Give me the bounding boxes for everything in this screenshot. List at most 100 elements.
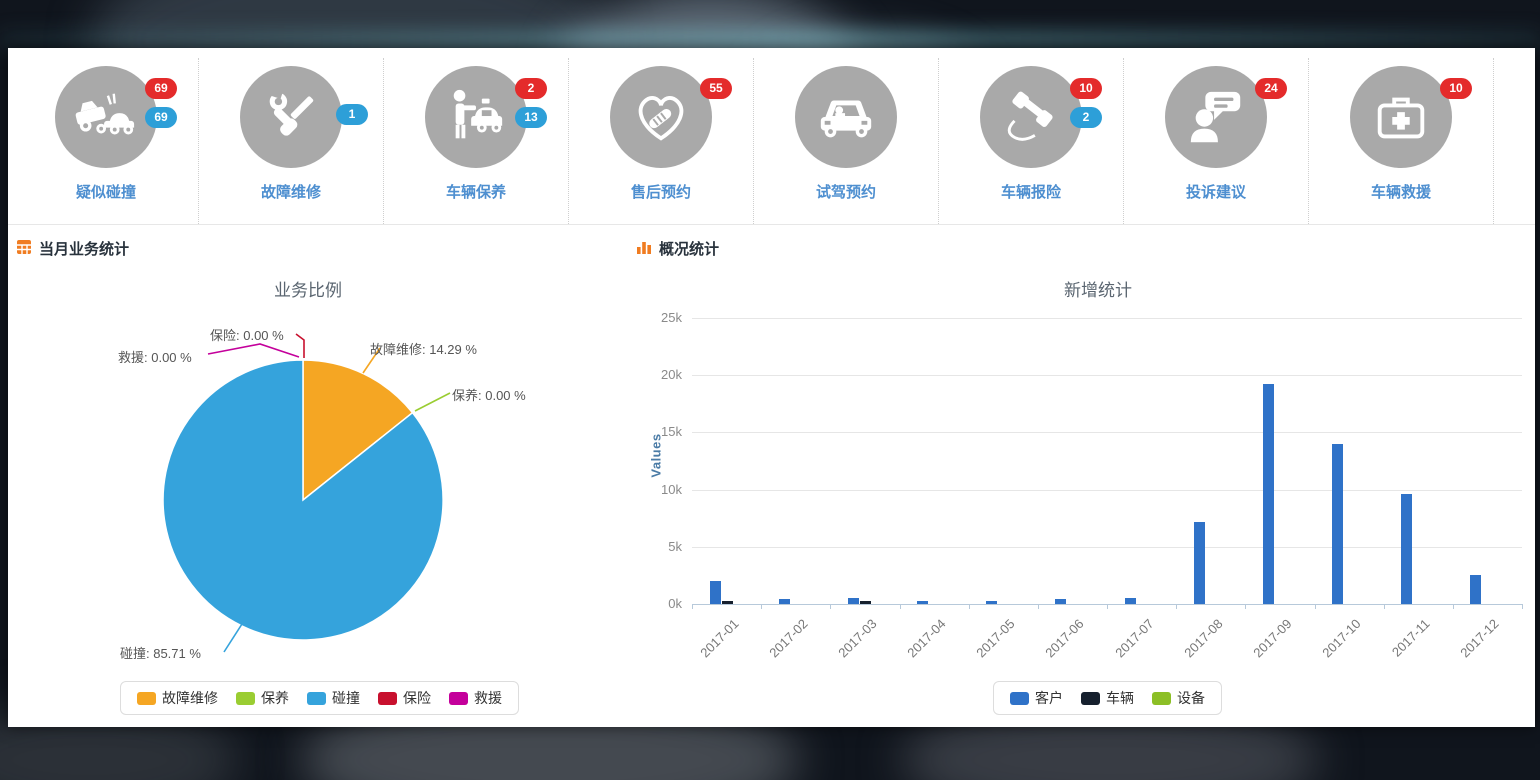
pie-slice bbox=[162, 359, 444, 641]
bar-chart-title: 新增统计 bbox=[1064, 281, 1132, 300]
pie-chart: 故障维修: 14.29 % 保养: 0.00 % 碰撞: 85.71 % 保险: 0.… bbox=[8, 226, 618, 727]
bar-客户 bbox=[847, 598, 859, 604]
x-axis-label: 2017-02 bbox=[766, 616, 811, 661]
icon-badge-wrap: 10 bbox=[1350, 66, 1472, 168]
bar-chart-icon bbox=[636, 239, 652, 259]
pie-slice-label: 碰撞: 85.71 % bbox=[120, 646, 201, 661]
quick-action-item[interactable]: 2 13 车辆保养 bbox=[384, 58, 569, 224]
bar-客户 bbox=[1470, 575, 1482, 604]
x-tick-mark bbox=[1522, 604, 1523, 609]
x-tick-mark bbox=[1037, 604, 1039, 609]
x-axis-label: 2017-12 bbox=[1457, 616, 1502, 661]
y-tick-label: 10k bbox=[661, 481, 682, 497]
x-tick-mark bbox=[968, 604, 970, 609]
quick-action-item[interactable]: 1 故障维修 bbox=[199, 58, 384, 224]
x-tick-mark bbox=[1245, 604, 1247, 609]
person-chat-icon[interactable] bbox=[1165, 66, 1267, 168]
legend-item[interactable]: 保险 bbox=[378, 688, 431, 708]
repair-tools-icon[interactable] bbox=[240, 66, 342, 168]
legend-swatch bbox=[1010, 691, 1029, 705]
icon-badge-wrap: 55 bbox=[610, 66, 732, 168]
badge-blue: 1 bbox=[336, 104, 368, 125]
badge-red: 24 bbox=[1255, 78, 1287, 99]
badge-red: 2 bbox=[515, 78, 547, 99]
legend-swatch bbox=[307, 691, 326, 705]
pie-leader-line bbox=[295, 333, 305, 358]
pie-slice-label: 故障维修: 14.29 % bbox=[370, 342, 477, 357]
legend-swatch bbox=[236, 691, 255, 705]
legend-swatch bbox=[1152, 691, 1171, 705]
bar-客户 bbox=[1193, 521, 1205, 604]
bar-车辆 bbox=[722, 601, 734, 604]
quick-action-item[interactable]: 10 2 车辆报险 bbox=[939, 58, 1124, 224]
quick-action-item[interactable]: 10 车辆救援 bbox=[1309, 58, 1494, 224]
quick-action-label: 疑似碰撞 bbox=[75, 184, 136, 201]
legend-label: 救援 bbox=[474, 690, 502, 706]
handshake-heart-icon[interactable] bbox=[610, 66, 712, 168]
x-tick-mark bbox=[1176, 604, 1178, 609]
icon-badge-wrap: 24 bbox=[1165, 66, 1287, 168]
legend-label: 车辆 bbox=[1106, 690, 1134, 706]
quick-action-label: 投诉建议 bbox=[1185, 184, 1246, 201]
x-axis-label: 2017-05 bbox=[973, 616, 1018, 661]
badge-red: 69 bbox=[145, 78, 177, 99]
legend-item[interactable]: 碰撞 bbox=[307, 688, 360, 708]
pie-slice-label: 保险: 0.00 % bbox=[210, 328, 284, 343]
x-axis-label: 2017-11 bbox=[1389, 616, 1433, 660]
quick-action-item[interactable]: 试驾预约 bbox=[754, 58, 939, 224]
x-axis-label: 2017-01 bbox=[696, 616, 742, 661]
overview-stats-panel: 概况统计 新增统计 Values 0k 5k 10k 15k 20k 25k 2017-01… bbox=[618, 226, 1535, 727]
pie-legend: 故障维修 保养 碰撞 保险 救援 bbox=[120, 681, 519, 715]
badge-red: 10 bbox=[1070, 78, 1102, 99]
legend-swatch bbox=[449, 691, 468, 705]
first-aid-icon[interactable] bbox=[1350, 66, 1452, 168]
car-collision-icon[interactable] bbox=[55, 66, 157, 168]
legend-item[interactable]: 车辆 bbox=[1081, 688, 1134, 708]
legend-item[interactable]: 客户 bbox=[1010, 688, 1063, 708]
quick-action-item[interactable]: 69 69 疑似碰撞 bbox=[14, 58, 199, 224]
legend-item[interactable]: 救援 bbox=[449, 688, 502, 708]
legend-label: 碰撞 bbox=[332, 690, 360, 706]
quick-action-label: 车辆报险 bbox=[1000, 184, 1061, 201]
quick-action-label: 故障维修 bbox=[260, 184, 321, 201]
bar-客户 bbox=[1401, 494, 1413, 604]
gridline bbox=[692, 375, 1522, 377]
x-axis-label: 2017-07 bbox=[1111, 616, 1157, 661]
pie-leader-line bbox=[414, 392, 451, 412]
x-tick-mark bbox=[899, 604, 901, 609]
quick-action-item[interactable]: 55 售后预约 bbox=[569, 58, 754, 224]
badge-blue: 13 bbox=[515, 107, 547, 128]
bar-chart: 0k 5k 10k 15k 20k 25k 2017-01 2017-02 2017-03 201… bbox=[618, 226, 1535, 727]
legend-item[interactable]: 保养 bbox=[236, 688, 289, 708]
legend-label: 故障维修 bbox=[162, 690, 218, 706]
bar-客户 bbox=[778, 599, 790, 604]
legend-item[interactable]: 故障维修 bbox=[137, 688, 218, 708]
x-axis-label: 2017-08 bbox=[1181, 616, 1226, 661]
x-tick-mark bbox=[830, 604, 832, 609]
pie-chart-title: 业务比例 bbox=[274, 281, 342, 300]
pie-slice bbox=[302, 359, 414, 502]
y-tick-label: 5k bbox=[668, 538, 682, 554]
quick-action-item[interactable]: 24 投诉建议 bbox=[1124, 58, 1309, 224]
dashboard-page: 69 69 疑似碰撞 1 故障维修 2 13 车辆保养 55 售后预约 试驾预约 10 2 车辆报险 24 投… bbox=[8, 48, 1535, 727]
legend-item[interactable]: 设备 bbox=[1152, 688, 1205, 708]
pie-leader-line bbox=[207, 343, 300, 358]
person-taxi-icon[interactable] bbox=[425, 66, 527, 168]
y-tick-label: 15k bbox=[661, 424, 682, 440]
panel-header: 概况统计 bbox=[636, 238, 719, 259]
phone-handset-icon[interactable] bbox=[980, 66, 1082, 168]
calendar-grid-icon bbox=[16, 239, 32, 259]
legend-label: 客户 bbox=[1035, 690, 1063, 706]
pie-slice-label: 救援: 0.00 % bbox=[118, 350, 192, 365]
x-tick-mark bbox=[1383, 604, 1385, 609]
car-icon[interactable] bbox=[795, 66, 897, 168]
gridline bbox=[692, 432, 1522, 434]
y-tick-label: 20k bbox=[661, 367, 682, 383]
bar-车辆 bbox=[860, 600, 872, 604]
quick-action-label: 车辆保养 bbox=[445, 184, 506, 201]
bar-legend: 客户 车辆 设备 bbox=[993, 681, 1222, 715]
monthly-business-panel: 当月业务统计 业务比例 故障维修: 14.29 % 保养: 0.00 % 碰撞: 8… bbox=[8, 226, 618, 727]
icon-badge-wrap: 10 2 bbox=[980, 66, 1102, 168]
pie-leader-line bbox=[223, 623, 243, 653]
